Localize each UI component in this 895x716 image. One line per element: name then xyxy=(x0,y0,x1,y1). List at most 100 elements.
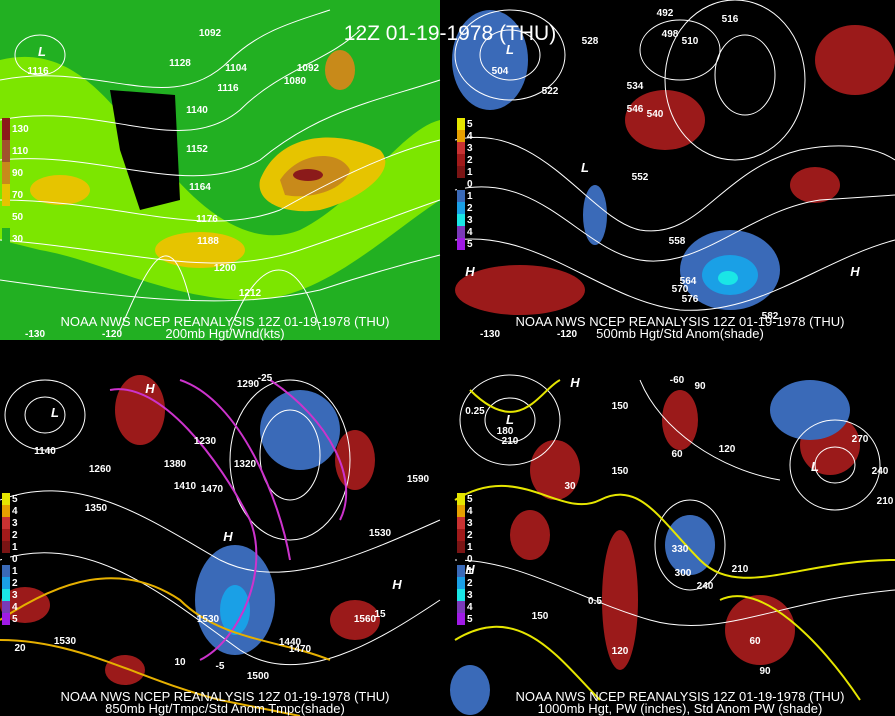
contour-label: H xyxy=(392,577,402,592)
anomaly xyxy=(450,665,490,715)
legend-label: 70 xyxy=(12,190,24,201)
legend-label: 130 xyxy=(12,124,29,135)
anomaly xyxy=(455,265,585,315)
contour-label: L xyxy=(581,160,589,175)
contour-label: 1116 xyxy=(217,83,239,94)
contour-label: 1560 xyxy=(354,614,377,625)
contour-label: 498 xyxy=(662,29,679,40)
legend-swatch xyxy=(457,226,465,238)
contour-label: H xyxy=(465,264,475,279)
anomaly xyxy=(583,185,607,245)
anomaly xyxy=(330,600,380,640)
contour-label: 150 xyxy=(612,466,629,477)
legend-swatch xyxy=(457,577,465,589)
jet-peak xyxy=(293,169,323,181)
contour-label: 504 xyxy=(492,66,509,77)
legend-label: 2 xyxy=(467,578,473,589)
panel-200mb xyxy=(0,0,441,340)
contour-label: L xyxy=(38,44,46,59)
contour-label: 1200 xyxy=(214,263,237,274)
legend-swatch xyxy=(2,553,10,565)
legend-swatch xyxy=(2,162,10,184)
anomaly xyxy=(105,655,145,685)
panel-1000mb xyxy=(450,374,895,715)
contour-label: 1230 xyxy=(194,436,217,447)
contour-label: -60 xyxy=(670,375,685,386)
contour-label: 120 xyxy=(719,444,736,455)
panel-caption: 1000mb Hgt, PW (inches), Std Anom PW (sh… xyxy=(538,701,823,716)
legend-swatch xyxy=(2,541,10,553)
contour-label: 1128 xyxy=(169,58,191,69)
legend-swatch xyxy=(2,140,10,162)
legend-label: 1 xyxy=(467,566,473,577)
anomaly xyxy=(718,271,738,285)
contour-label: L xyxy=(506,412,514,427)
contour-label: 1212 xyxy=(239,288,262,299)
legend-swatch xyxy=(457,517,465,529)
anomaly xyxy=(510,510,550,560)
contour-label: L xyxy=(51,405,59,420)
contour-label: 1530 xyxy=(369,528,392,539)
temp-contour xyxy=(0,577,331,716)
legend-swatch xyxy=(457,613,465,625)
legend-label: 0 xyxy=(12,554,18,565)
contour-label: 150 xyxy=(612,401,629,412)
contour-label: L xyxy=(506,42,514,57)
contour-label: 1380 xyxy=(164,459,187,470)
contour-label: 1176 xyxy=(196,214,218,225)
contour-label: 90 xyxy=(759,666,771,677)
contour-label: 1188 xyxy=(197,236,219,247)
contour-label: 300 xyxy=(675,568,692,579)
legend-label: 3 xyxy=(467,590,473,601)
legend-label: 4 xyxy=(467,131,473,142)
panel-caption: 850mb Hgt/Tmpc/Std Anom Tmpc(shade) xyxy=(105,701,345,716)
contour-label: -120 xyxy=(557,329,577,340)
contour-label: 210 xyxy=(732,564,749,575)
contour-label: 210 xyxy=(502,436,519,447)
legend-label: 3 xyxy=(467,518,473,529)
legend-label: 3 xyxy=(12,590,18,601)
legend-label: 4 xyxy=(467,602,473,613)
jet-max xyxy=(155,232,245,268)
legend-label: 5 xyxy=(467,239,473,250)
pw-contour xyxy=(454,379,895,701)
height-contour xyxy=(14,34,66,76)
contour-label: 180 xyxy=(497,426,514,437)
legend-swatch xyxy=(2,517,10,529)
anomaly xyxy=(725,595,795,665)
height-contours xyxy=(0,379,441,666)
contour-label: 1260 xyxy=(89,464,112,475)
height-contours xyxy=(454,374,895,626)
anomaly xyxy=(452,10,528,110)
legend-swatch xyxy=(457,565,465,577)
contour-label: L xyxy=(811,459,819,474)
contour-label: 1590 xyxy=(407,474,430,485)
legend-swatch xyxy=(457,601,465,613)
anomaly xyxy=(625,90,705,150)
legend-swatch xyxy=(457,154,465,166)
legend-swatch xyxy=(457,493,465,505)
contour-label: 270 xyxy=(852,434,869,445)
temp-contour xyxy=(109,379,348,661)
anomaly xyxy=(335,430,375,490)
contour-label: 510 xyxy=(682,36,699,47)
legend-label: 2 xyxy=(467,155,473,166)
legend-label: 3 xyxy=(467,143,473,154)
contour-label: 15 xyxy=(374,609,386,620)
legend-label: 5 xyxy=(467,119,473,130)
contour-label: 150 xyxy=(532,611,549,622)
legend-swatch xyxy=(2,565,10,577)
legend-label: 4 xyxy=(467,227,473,238)
legend-swatch xyxy=(2,206,10,228)
legend-swatch xyxy=(2,505,10,517)
contour-label: 522 xyxy=(542,86,559,97)
contour-label: 1530 xyxy=(197,614,220,625)
legend-swatch xyxy=(2,601,10,613)
anomaly xyxy=(770,380,850,440)
contour-label: 1092 xyxy=(199,28,222,39)
contour-label: 1320 xyxy=(234,459,257,470)
panel-caption: 500mb Hgt/Std Anom(shade) xyxy=(596,326,764,341)
legend-swatch xyxy=(2,228,10,250)
legend-swatch xyxy=(457,130,465,142)
